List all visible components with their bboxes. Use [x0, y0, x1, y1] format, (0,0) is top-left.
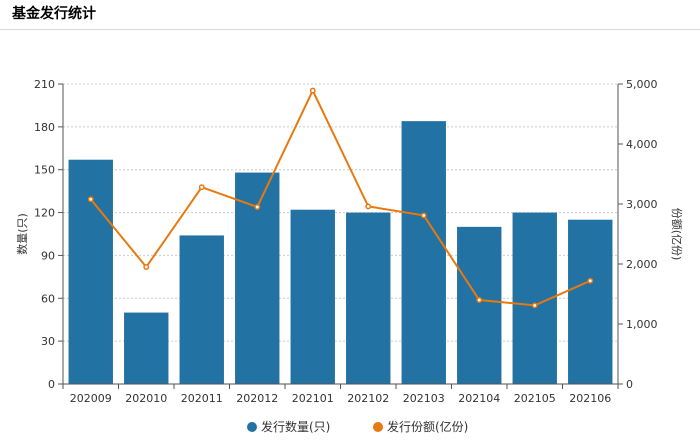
- left-tick-label: 150: [34, 164, 55, 177]
- bar-202104: [457, 226, 502, 384]
- line-point-202101: [309, 87, 316, 94]
- left-tick-label: 0: [48, 378, 55, 391]
- x-tick-label: 202011: [181, 392, 223, 405]
- y-axis-title-left: 数量(只): [16, 213, 29, 255]
- bar-202101: [290, 209, 335, 384]
- legend-label-1: 发行份额(亿份): [387, 419, 468, 434]
- right-tick-label: 3,000: [626, 198, 658, 211]
- page-title: 基金发行统计: [12, 6, 96, 22]
- x-tick-label: 202102: [347, 392, 389, 405]
- left-tick-label: 120: [34, 207, 55, 220]
- legend-marker-0: [247, 422, 257, 432]
- bar-202011: [179, 235, 224, 384]
- x-tick-label: 202101: [292, 392, 334, 405]
- left-tick-label: 180: [34, 121, 55, 134]
- legend-marker-1: [373, 422, 383, 432]
- right-tick-label: 0: [626, 378, 633, 391]
- bar-202010: [124, 312, 169, 384]
- y-axis-title-right: 份额(亿份): [670, 208, 683, 261]
- x-tick-label: 202010: [125, 392, 167, 405]
- left-tick-label: 30: [41, 335, 55, 348]
- right-tick-label: 4,000: [626, 138, 658, 151]
- x-tick-label: 202009: [70, 392, 112, 405]
- x-tick-label: 202105: [514, 392, 556, 405]
- header-bar: 基金发行统计: [0, 0, 700, 30]
- bar-202102: [346, 212, 391, 384]
- left-axis-ticks: 0 30 60 90 120 150 180 210: [34, 78, 63, 391]
- legend-label-0: 发行数量(只): [261, 419, 330, 434]
- line-point-202010: [143, 264, 150, 270]
- right-tick-label: 5,000: [626, 78, 658, 91]
- bar-202106: [568, 219, 613, 384]
- line-point-202102: [365, 203, 372, 210]
- left-tick-label: 210: [34, 78, 55, 91]
- legend: 发行数量(只) 发行份额(亿份): [247, 419, 468, 434]
- right-tick-label: 2,000: [626, 258, 658, 271]
- x-tick-label: 202106: [569, 392, 611, 405]
- line-point-202012: [254, 204, 261, 210]
- line-point-202011: [198, 184, 205, 191]
- right-axis-ticks: 0 1,000 2,000 3,000 4,000 5,000: [618, 78, 658, 391]
- line-point-202105: [531, 302, 538, 309]
- x-tick-label: 202012: [236, 392, 278, 405]
- left-tick-label: 90: [41, 249, 55, 262]
- x-tick-label: 202104: [458, 392, 500, 405]
- bar-202103: [401, 121, 446, 385]
- line-point-202009: [87, 196, 94, 203]
- x-tick-label: 202103: [403, 392, 445, 405]
- line-point-202103: [420, 212, 427, 219]
- x-axis-ticks: 202009 202010 202011 202012 202101 202102 2021…: [62, 384, 619, 405]
- right-tick-label: 1,000: [626, 318, 658, 331]
- bar-202009: [68, 159, 113, 384]
- line-series: [87, 87, 594, 309]
- bar-series: [68, 121, 613, 385]
- left-tick-label: 60: [41, 292, 55, 305]
- line-path: [89, 88, 591, 307]
- line-point-202106: [587, 277, 594, 284]
- line-point-202104: [476, 297, 483, 303]
